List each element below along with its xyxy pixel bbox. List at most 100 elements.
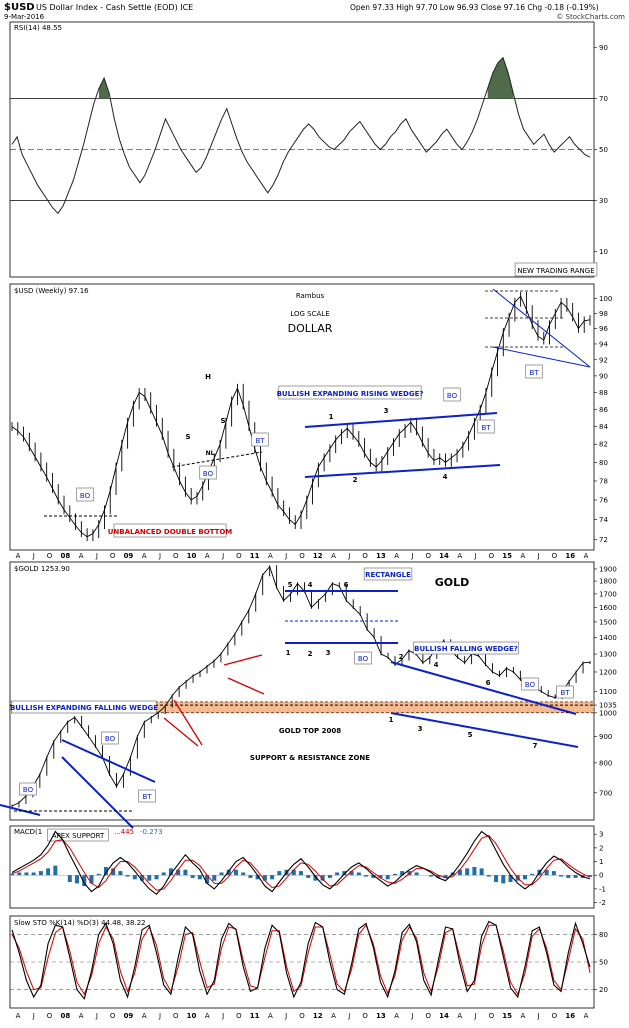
bottom-axis-xtick-label: 16 — [565, 1012, 575, 1020]
macd-ytick-label: 2 — [599, 844, 603, 852]
gold-expanding-lower — [61, 756, 134, 829]
bottom-axis-xtick-label: A — [16, 1012, 21, 1020]
macd-histogram-bar — [371, 875, 376, 878]
bottom-axis-xtick-label: J — [158, 1012, 161, 1020]
usd-ytick-label: 76 — [599, 497, 608, 505]
gold-red-trend-3 — [163, 717, 199, 747]
bottom-axis-xtick-label: O — [47, 1012, 53, 1020]
gold-ytick-label: 1900 — [599, 565, 617, 573]
gold-annotation: BT — [142, 793, 152, 801]
gold-annotation: 4 — [434, 661, 439, 669]
macd-histogram-bar — [212, 875, 217, 881]
gold-annotation: BULLISH EXPANDING FALLING WEDGE — [10, 704, 158, 712]
usd-wedge-upper-line — [304, 412, 498, 428]
gold-annotation-box — [19, 782, 37, 796]
usd-annotation: BO — [447, 392, 458, 400]
header-name: US Dollar Index - Cash Settle (EOD) ICE — [36, 3, 193, 12]
macd-histogram-bar — [31, 872, 36, 876]
usd-annotation: UNBALANCED DOUBLE BOTTOM — [108, 528, 233, 536]
gold-ytick-label: 900 — [599, 733, 612, 741]
sto-ytick-label: 50 — [599, 959, 608, 967]
gold-ytick-label: 1800 — [599, 578, 617, 586]
usd-annotation: BT — [255, 437, 265, 445]
macd-histogram-bar — [364, 875, 369, 877]
macd-histogram-bar — [219, 872, 224, 876]
usd-ytick-label: 92 — [599, 356, 608, 364]
gold-annotation: 6 — [344, 581, 349, 589]
gold-annotation: BT — [560, 689, 570, 697]
rsi-ytick-label: 50 — [599, 146, 608, 154]
usd-ytick-label: 84 — [599, 423, 608, 431]
usd-annotation: Rambus — [296, 292, 325, 300]
macd-histogram-bar — [385, 875, 390, 880]
bottom-axis-xtick-label: J — [537, 1012, 540, 1020]
bottom-axis-xtick-label: J — [474, 1012, 477, 1020]
gold-annotation: 1 — [286, 649, 291, 657]
usd-annotation-box — [525, 364, 543, 379]
gold-annotation-box — [363, 567, 413, 581]
usd-price-line — [11, 295, 591, 538]
header-brand: © StockCharts.com — [556, 13, 625, 21]
usd-gold-axis-xtick-label: 16 — [565, 552, 575, 560]
usd-title: $USD (Weekly) 97.16 — [14, 287, 89, 295]
macd-histogram-bar — [67, 875, 72, 883]
gold-annotation: 3 — [326, 649, 331, 657]
gold-title: $GOLD 1253.90 — [14, 565, 70, 573]
macd-histogram-bar — [277, 871, 282, 876]
gold-ytick-label: 800 — [599, 759, 612, 767]
macd-histogram-bar — [508, 875, 513, 883]
macd-histogram-bar — [255, 875, 260, 880]
usd-gold-axis-xtick-label: 13 — [376, 552, 386, 560]
usd-annotation-box — [278, 385, 422, 400]
bottom-axis-xtick-label: 10 — [187, 1012, 197, 1020]
macd-ytick-label: -1 — [599, 885, 606, 893]
macd-histogram-bar — [132, 875, 137, 880]
usd-annotation: BO — [203, 470, 214, 478]
macd-histogram-bar — [472, 867, 477, 876]
bottom-axis-xtick-label: O — [110, 1012, 116, 1020]
macd-histogram-bar — [111, 868, 116, 876]
macd-histogram-bar — [241, 872, 246, 876]
macd-ytick-label: 3 — [599, 831, 603, 839]
gold-annotation: 1 — [389, 716, 394, 724]
usd-gold-axis-xtick-label: 15 — [502, 552, 512, 560]
rsi-ytick-label: 10 — [599, 248, 608, 256]
macd-histogram-bar — [270, 875, 275, 880]
usd-annotation-box — [251, 432, 269, 447]
gold-annotation: BO — [105, 735, 116, 743]
gold-annotation: APEX SUPPORT — [52, 832, 105, 840]
macd-histogram-bar — [197, 875, 202, 880]
gold-ytick-label: 700 — [599, 789, 612, 797]
macd-histogram-bar — [400, 871, 405, 876]
macd-ytick-label: -2 — [599, 899, 606, 907]
usd-annotation: LOG SCALE — [290, 310, 329, 318]
macd-histogram-bar — [17, 872, 22, 876]
macd-title: MACD(1 — [14, 828, 42, 836]
usd-gold-axis-xtick-label: 08 — [60, 552, 70, 560]
sto-ytick-label: 20 — [599, 986, 608, 994]
rsi-line — [11, 56, 591, 215]
gold-annotation: GOLD TOP 2008 — [279, 727, 341, 735]
usd-gold-axis-xtick-label: A — [16, 552, 21, 560]
usd-gold-axis-xtick-label: A — [520, 552, 525, 560]
usd-gold-axis-xtick-label: A — [205, 552, 210, 560]
bottom-axis-xtick-label: A — [205, 1012, 210, 1020]
usd-annotation: 4 — [443, 473, 448, 481]
macd-histogram-bar — [501, 875, 506, 884]
bottom-axis-xtick-label: 11 — [250, 1012, 260, 1020]
gold-ytick-label: 1200 — [599, 668, 617, 676]
usd-annotation: 2 — [353, 476, 358, 484]
usd-ytick-label: 100 — [599, 295, 612, 303]
gold-annotation: BO — [23, 786, 34, 794]
usd-neckline-dash — [171, 451, 263, 468]
gold-support-zone — [9, 701, 595, 714]
usd-gold-axis-xtick-label: A — [457, 552, 462, 560]
bottom-axis-xtick-label: O — [173, 1012, 179, 1020]
macd-histogram-bar — [96, 873, 101, 876]
usd-gold-axis-xtick-label: A — [331, 552, 336, 560]
usd-ytick-label: 82 — [599, 441, 608, 449]
bottom-axis-xtick-label: A — [394, 1012, 399, 1020]
gold-annotation: 2 — [399, 653, 404, 661]
usd-gold-axis-xtick-label: J — [347, 552, 350, 560]
gold-wedge-upper — [390, 661, 577, 715]
